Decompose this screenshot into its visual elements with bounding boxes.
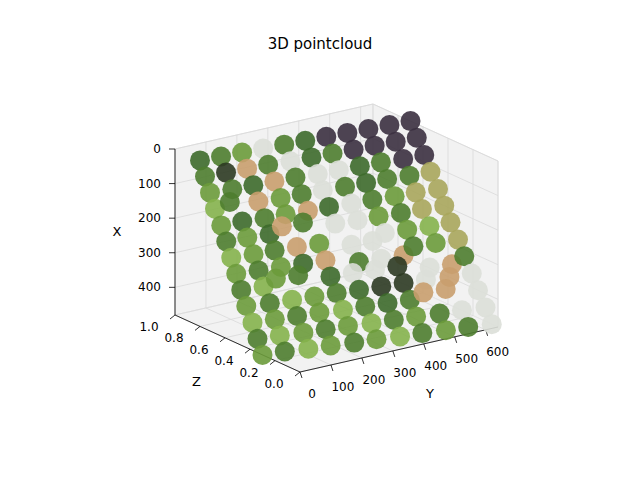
svg-text:400: 400: [424, 359, 447, 373]
svg-text:X: X: [113, 224, 122, 239]
svg-text:Z: Z: [192, 374, 201, 389]
svg-text:0.2: 0.2: [239, 366, 258, 380]
svg-text:3D pointcloud: 3D pointcloud: [268, 35, 373, 53]
svg-text:200: 200: [362, 373, 385, 387]
svg-text:Y: Y: [425, 386, 434, 401]
svg-text:0.0: 0.0: [264, 377, 283, 391]
svg-text:0: 0: [308, 387, 316, 401]
svg-text:300: 300: [138, 246, 161, 260]
svg-text:100: 100: [331, 380, 354, 394]
svg-text:1.0: 1.0: [139, 320, 158, 334]
svg-text:0.8: 0.8: [164, 331, 183, 345]
svg-text:0: 0: [153, 142, 161, 156]
svg-text:100: 100: [138, 177, 161, 191]
svg-text:0.6: 0.6: [189, 343, 208, 357]
svg-text:0.4: 0.4: [214, 354, 233, 368]
svg-text:300: 300: [393, 366, 416, 380]
svg-text:400: 400: [138, 280, 161, 294]
svg-text:500: 500: [455, 352, 478, 366]
svg-text:600: 600: [486, 345, 509, 359]
svg-text:200: 200: [138, 211, 161, 225]
